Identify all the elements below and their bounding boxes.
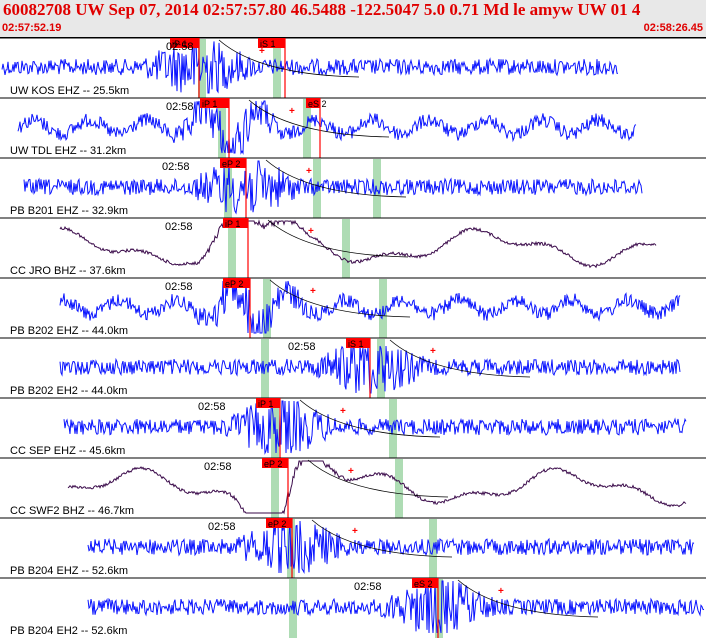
amplitude-marker: + [259,46,265,57]
trace-time: 02:58 [208,521,236,533]
station-label: CC SEP EHZ -- 45.6km [10,445,125,457]
amplitude-marker: + [289,106,295,117]
coda-curve [267,219,409,258]
pick-box [346,338,370,348]
trace-row: eP 2 +02:58 PB B204 EHZ -- 52.6km [0,517,706,578]
pick-box [306,98,320,108]
waveform [23,160,643,215]
coda-curve [389,339,531,378]
amplitude-marker: + [340,406,346,417]
amplitude-marker: + [498,586,504,597]
pick-box [170,38,199,48]
station-label: UW KOS EHZ -- 25.5km [10,85,129,97]
amplitude-marker: + [348,466,354,477]
trace-row: iP 1 eS 2 +02:58 UW TDL EHZ -- 31.2km [0,97,706,158]
station-label: PB B202 EHZ -- 44.0km [10,325,128,337]
pick-label: eP 2 [264,459,282,469]
coda-curve [248,99,390,138]
pick-box [220,158,246,168]
station-label: UW TDL EHZ -- 31.2km [10,145,126,157]
pick-label: eP 2 [268,519,286,529]
pick-label: iS 1 [348,339,364,349]
pick-label: iP 1 [225,219,240,229]
trace-row: eS 2 +02:58 PB B204 EH2 -- 52.6km [0,577,706,638]
amplitude-marker: + [308,226,314,237]
waveform [59,219,657,269]
pick-label: eS 2 [414,579,433,589]
pick-label: iP 1 [258,399,273,409]
station-label: CC JRO BHZ -- 37.6km [10,265,126,277]
pick-box [262,458,288,468]
pick-box [256,398,280,408]
coda-curve [265,159,407,198]
phase-window [289,579,297,638]
trace-row: iP 1 +02:58 CC JRO BHZ -- 37.6km [0,217,706,278]
pick-label: iS 1 [260,39,276,49]
amplitude-marker: + [430,346,436,357]
trace-row: iP 1 +02:58 CC SEP EHZ -- 45.6km [0,397,706,458]
waveform [17,100,637,155]
station-label: PB B202 EH2 -- 44.0km [10,385,127,397]
pick-box [412,578,438,588]
pick-box [266,518,292,528]
pick-label: iP 1 [172,39,187,49]
waveform [63,400,687,455]
pick-label: iP 1 [202,99,217,109]
trace-row: iS 1 +02:58 PB B202 EH2 -- 44.0km [0,337,706,398]
trace-time: 02:58 [166,41,194,53]
trace-time: 02:58 [166,101,194,113]
coda-curve [311,519,453,558]
waveform [1,39,619,94]
end-time: 02:58:26.45 [643,22,703,34]
trace-time: 02:58 [165,281,193,293]
coda-curve [299,399,441,438]
trace-time: 02:58 [165,221,193,233]
event-header: 60082708 UW Sep 07, 2014 02:57:57.80 46.… [0,0,706,38]
pick-label: eP 2 [225,279,243,289]
phase-window [303,99,311,158]
amplitude-marker: + [306,166,312,177]
phase-window [435,579,443,638]
coda-curve [307,459,449,498]
phase-window [342,219,350,278]
trace-time: 02:58 [204,461,232,473]
waveform [67,460,687,515]
phase-window [218,99,226,158]
station-label: PB B201 EHZ -- 32.9km [10,205,128,217]
pick-label: eP 2 [222,159,240,169]
trace-time: 02:58 [288,341,316,353]
trace-time: 02:58 [354,581,382,593]
pick-label: eS 2 [308,99,327,109]
coda-curve [457,579,599,618]
trace-row: iP 1 iS 1+02:58 UW KOS EHZ -- 25.5km [0,37,706,98]
pick-box [200,98,229,108]
event-title: 60082708 UW Sep 07, 2014 02:57:57.80 46.… [3,0,641,19]
pick-box [223,218,248,228]
pick-box [223,278,250,288]
station-label: CC SWF2 BHZ -- 46.7km [10,505,134,517]
phase-window [228,219,236,278]
trace-row: eP 2 +02:58 PB B201 EHZ -- 32.9km [0,157,706,218]
trace-row: eP 2 +02:58 PB B202 EHZ -- 44.0km [0,277,706,338]
trace-time: 02:58 [162,161,190,173]
phase-window [271,459,279,518]
phase-window [377,339,385,398]
trace-row: eP 2 +02:58 CC SWF2 BHZ -- 46.7km [0,457,706,518]
coda-curve [218,39,360,78]
start-time: 02:57:52.19 [2,22,62,34]
amplitude-marker: + [310,286,316,297]
waveform [59,280,681,334]
waveform [87,520,695,574]
trace-time: 02:58 [198,401,226,413]
phase-window [395,459,403,518]
station-label: PB B204 EHZ -- 52.6km [10,565,128,577]
waveform [87,580,705,634]
phase-window [224,159,232,218]
pick-box [258,38,285,48]
station-label: PB B204 EH2 -- 52.6km [10,625,127,637]
amplitude-marker: + [352,526,358,537]
coda-curve [269,279,411,318]
